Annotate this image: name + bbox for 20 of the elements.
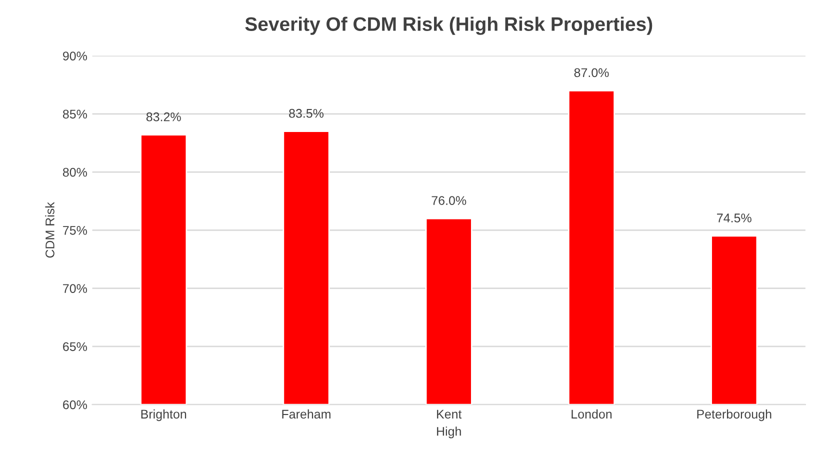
x-tick-label: Fareham <box>282 409 330 419</box>
y-tick-label: 90% <box>62 52 87 60</box>
x-tick-label: Peterborough <box>697 409 772 422</box>
data-label: 83.2% <box>146 112 181 122</box>
y-tick-label: 80% <box>62 168 87 177</box>
data-label: 87.0% <box>574 68 609 78</box>
x-tick-label: London <box>572 409 612 419</box>
x-tick-label: Kent <box>437 410 462 419</box>
chart-title: Severity Of CDM Risk (High Risk Properties) <box>245 16 652 35</box>
y-tick-label: 70% <box>63 284 87 293</box>
data-label: 76.0% <box>432 196 466 205</box>
y-tick-label: 65% <box>63 342 87 352</box>
y-axis-title: CDM Risk <box>45 202 54 258</box>
y-tick-label: 85% <box>62 110 87 119</box>
x-axis-title: High <box>437 426 461 438</box>
data-label: 83.5% <box>289 108 324 118</box>
data-label: 74.5% <box>717 214 752 222</box>
y-tick-label: 75% <box>63 226 87 235</box>
y-tick-label: 60% <box>63 400 87 410</box>
x-tick-label: Brighton <box>141 409 186 422</box>
